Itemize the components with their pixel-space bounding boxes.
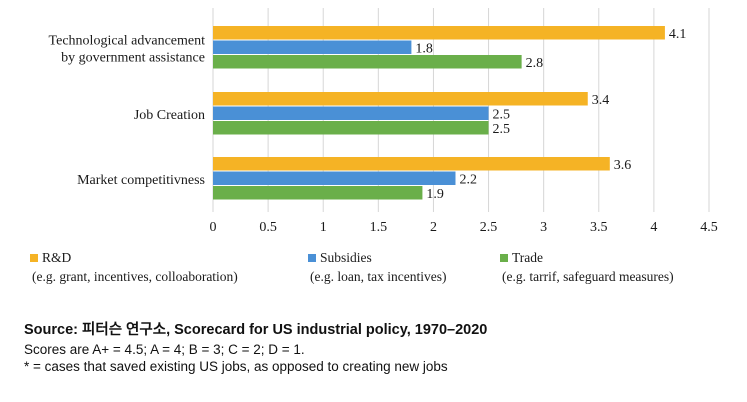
data-label: 1.8 (415, 42, 433, 57)
x-tick-label: 3 (540, 220, 547, 235)
bar-subsidies-0 (213, 40, 412, 54)
legend-sublabel: (e.g. grant, incentives, colloaboration) (32, 269, 238, 284)
category-label: Job Creation (134, 108, 205, 123)
data-label: 2.5 (493, 108, 511, 123)
data-label: 3.4 (592, 93, 610, 108)
legend-swatch-1 (308, 254, 316, 262)
legend-sublabel: (e.g. tarrif, safeguard measures) (502, 269, 674, 284)
x-tick-labels: 0 0.5 1 1.5 2 2.5 3 3.5 4 4.5 (210, 220, 718, 235)
legend-name: Subsidies (320, 250, 372, 265)
legend: R&D (e.g. grant, incentives, colloaborati… (30, 250, 674, 284)
horizontal-bar-chart: 4.11.82.83.42.52.53.62.21.9 Technologica… (30, 8, 718, 284)
data-label: 3.6 (614, 158, 632, 173)
data-label: 2.2 (459, 173, 477, 188)
legend-swatch-2 (500, 254, 508, 262)
source-note: Source: 피터슨 연구소, Scorecard for US indust… (24, 322, 488, 338)
x-tick-label: 0 (210, 220, 217, 235)
bar-trade-1 (213, 121, 489, 135)
bars: 4.1 1.8 2.8 3.4 2.52.5 3.6 2.2 1.9 (213, 26, 686, 202)
bar-subsidies-1 (213, 106, 489, 120)
data-label: 2.5 (493, 122, 511, 137)
data-label: 1.9 (426, 187, 444, 202)
legend-name: R&D (42, 250, 72, 265)
bar-subsidies-2 (213, 171, 456, 185)
legend-swatch-0 (30, 254, 38, 262)
x-tick-label: 0.5 (259, 220, 277, 235)
legend-name: Trade (512, 250, 543, 265)
bar-trade-2 (213, 186, 423, 200)
x-tick-label: 2.5 (480, 220, 498, 235)
scale-note: Scores are A+ = 4.5; A = 4; B = 3; C = 2… (24, 342, 305, 357)
legend-sublabel: (e.g. loan, tax incentives) (310, 269, 446, 284)
data-label: 2.8 (526, 56, 544, 71)
footnote: * = cases that saved existing US jobs, a… (24, 359, 448, 374)
bar-rd-1 (213, 92, 588, 106)
chart-notes: Source: 피터슨 연구소, Scorecard for US indust… (24, 318, 744, 376)
x-tick-label: 1 (320, 220, 327, 235)
x-tick-label: 4 (650, 220, 657, 235)
category-label: Technological advancement by government a… (49, 33, 206, 65)
category-label: Market competitivness (77, 173, 205, 188)
bar-trade-0 (213, 55, 522, 69)
category-labels: Technological advancement by government a… (49, 33, 206, 188)
bar-rd-0 (213, 26, 665, 40)
x-tick-label: 2 (430, 220, 437, 235)
bar-rd-2 (213, 157, 610, 171)
data-label: 4.1 (669, 27, 687, 42)
x-tick-label: 1.5 (370, 220, 388, 235)
x-tick-label: 4.5 (700, 220, 718, 235)
x-tick-label: 3.5 (590, 220, 608, 235)
